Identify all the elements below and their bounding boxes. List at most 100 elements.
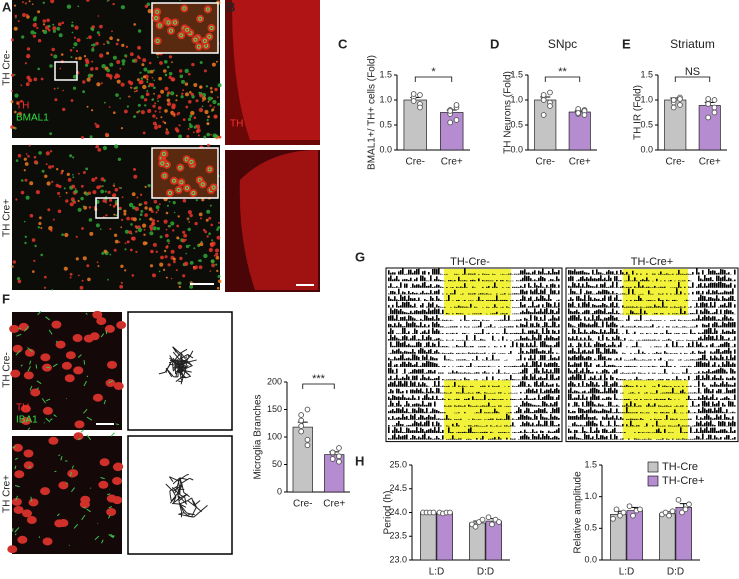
activity xyxy=(568,308,570,315)
cell xyxy=(98,33,101,37)
activity xyxy=(608,332,610,334)
activity xyxy=(510,273,512,275)
activity xyxy=(632,326,634,328)
microglia xyxy=(45,316,50,321)
activity xyxy=(548,337,550,341)
activity xyxy=(590,331,592,334)
cell xyxy=(72,86,77,90)
cell xyxy=(199,85,203,89)
neuron xyxy=(40,487,51,496)
activity xyxy=(558,427,560,433)
activity xyxy=(466,280,468,282)
activity xyxy=(592,329,594,334)
activity xyxy=(590,396,592,400)
activity xyxy=(432,386,434,387)
neuron xyxy=(23,371,34,380)
activity xyxy=(686,320,688,321)
cell xyxy=(125,45,129,48)
activity xyxy=(638,313,640,315)
branch xyxy=(172,346,181,356)
activity xyxy=(696,324,698,328)
activity xyxy=(616,276,618,282)
activity xyxy=(410,424,412,427)
cell xyxy=(202,96,207,101)
activity xyxy=(652,287,654,288)
activity xyxy=(694,398,696,400)
activity xyxy=(494,386,496,387)
cell xyxy=(208,232,211,235)
activity xyxy=(650,399,652,400)
activity xyxy=(728,361,730,367)
activity xyxy=(622,272,624,275)
activity xyxy=(568,393,570,400)
cell xyxy=(152,69,155,72)
activity xyxy=(712,411,714,414)
cell xyxy=(154,125,158,130)
activity xyxy=(432,391,434,394)
activity xyxy=(706,413,708,420)
activity xyxy=(522,350,524,354)
activity xyxy=(618,412,620,414)
activity xyxy=(680,346,682,348)
activity xyxy=(486,357,488,361)
activity xyxy=(544,385,546,387)
activity xyxy=(590,338,592,341)
cell xyxy=(62,107,66,112)
activity xyxy=(438,426,440,433)
activity xyxy=(476,392,478,394)
cell xyxy=(181,79,185,84)
activity xyxy=(548,330,550,334)
activity xyxy=(426,306,428,308)
activity xyxy=(446,319,448,321)
cell xyxy=(154,16,159,21)
activity xyxy=(704,308,706,315)
activity xyxy=(696,359,698,361)
activity xyxy=(464,392,466,394)
activity xyxy=(388,363,390,367)
activity xyxy=(494,304,496,308)
activity xyxy=(458,412,460,414)
activity xyxy=(608,410,610,414)
activity xyxy=(514,339,516,341)
activity xyxy=(518,319,520,321)
cell xyxy=(69,49,73,52)
activity xyxy=(504,314,506,321)
cell xyxy=(185,252,187,255)
activity xyxy=(630,379,632,381)
cell xyxy=(189,124,193,129)
activity xyxy=(550,288,552,295)
activity xyxy=(424,270,426,275)
activity xyxy=(612,390,614,394)
activity xyxy=(454,326,456,328)
activity xyxy=(434,330,436,334)
activity xyxy=(420,369,422,374)
cell xyxy=(174,185,183,194)
activity xyxy=(492,352,494,354)
activity xyxy=(716,346,718,348)
branch xyxy=(183,367,187,376)
activity xyxy=(734,394,736,400)
activity xyxy=(462,352,464,354)
cell xyxy=(92,190,97,195)
activity xyxy=(692,425,694,427)
activity xyxy=(654,313,656,315)
activity xyxy=(458,366,460,367)
activity xyxy=(514,286,516,288)
activity xyxy=(468,326,470,328)
activity xyxy=(590,426,592,433)
activity xyxy=(570,324,572,328)
activity xyxy=(452,313,454,315)
activity xyxy=(654,399,656,400)
cell xyxy=(217,226,221,229)
activity xyxy=(574,269,576,275)
cell xyxy=(51,165,55,168)
activity xyxy=(568,361,570,367)
activity xyxy=(660,333,662,334)
activity xyxy=(534,425,536,427)
activity xyxy=(526,272,528,275)
activity xyxy=(538,292,540,295)
activity xyxy=(652,405,654,407)
activity xyxy=(674,386,676,387)
cell xyxy=(108,106,111,108)
activity xyxy=(734,430,736,433)
